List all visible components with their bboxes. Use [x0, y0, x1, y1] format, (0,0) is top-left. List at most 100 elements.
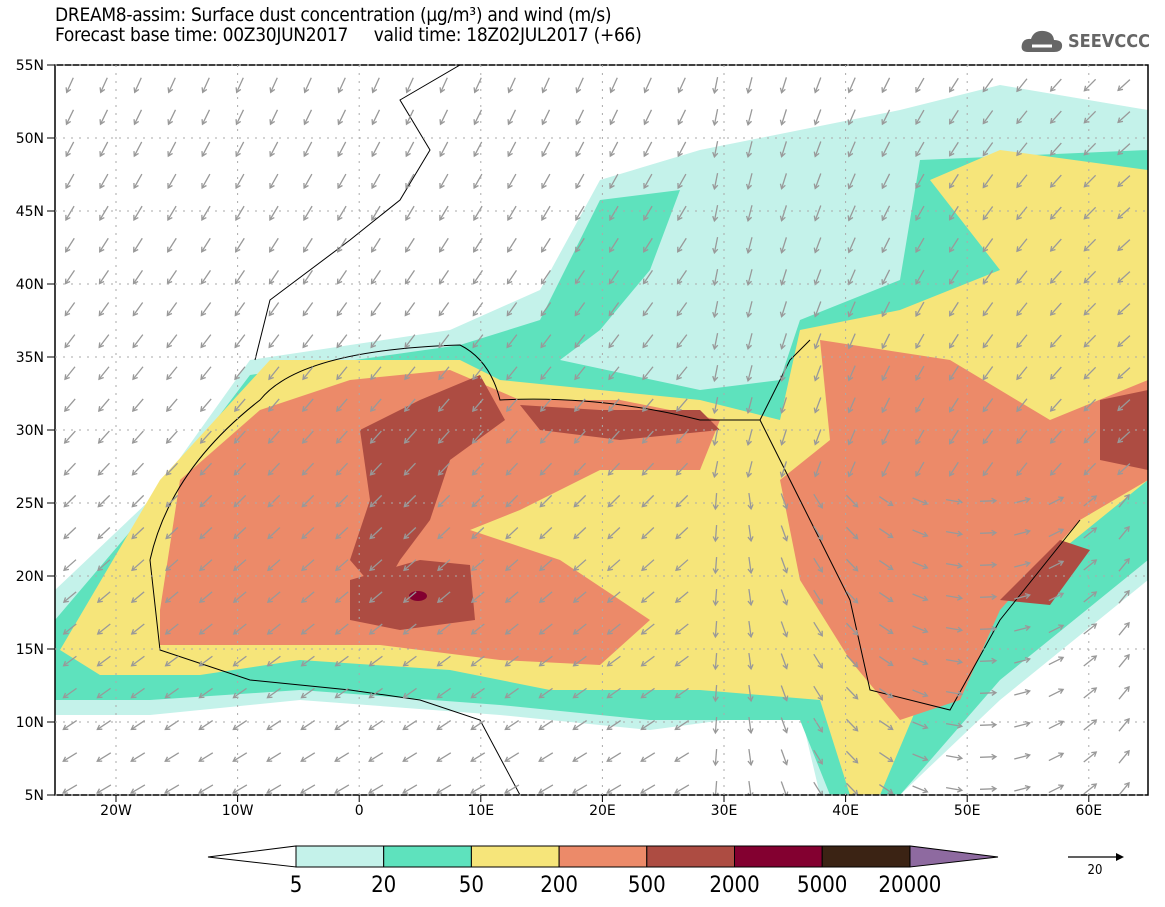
wind-arrow — [573, 559, 587, 572]
wind-arrow — [62, 623, 77, 635]
wind-arrow — [912, 721, 929, 730]
wind-arrow — [813, 685, 823, 701]
wind-arrow — [640, 687, 655, 699]
wind-arrow — [607, 559, 621, 572]
wind-arrow — [712, 173, 719, 191]
wind-arrow — [1016, 78, 1028, 93]
wind-arrow — [881, 269, 891, 286]
wind-arrow — [712, 397, 719, 415]
wind-arrow — [813, 141, 822, 158]
wind-arrow — [912, 593, 929, 602]
wind-arrow — [779, 397, 788, 414]
wind-arrow — [881, 365, 891, 382]
lat-label: 50N — [16, 131, 44, 147]
wind-arrow — [334, 752, 350, 762]
wind-arrow — [504, 655, 519, 667]
wind-arrow — [269, 237, 279, 253]
wind-arrow — [166, 366, 178, 381]
wind-arrow — [675, 462, 688, 476]
wind-arrow — [164, 752, 180, 762]
wind-arrow — [539, 430, 552, 444]
wind-arrow — [267, 494, 281, 508]
wind-arrow — [575, 141, 585, 158]
wind-arrow — [779, 205, 788, 222]
wind-arrow — [370, 302, 382, 317]
wind-arrow — [368, 623, 383, 635]
forecast-times: Forecast base time: 00Z30JUN2017 valid t… — [55, 24, 642, 46]
wind-arrow — [847, 301, 856, 318]
wind-arrow — [982, 78, 994, 93]
wind-arrow — [131, 430, 144, 444]
wind-arrow — [1016, 366, 1028, 381]
wind-arrow — [439, 77, 448, 94]
wind-arrow — [1014, 560, 1031, 568]
wind-arrow — [538, 720, 554, 731]
wind-arrow — [946, 626, 964, 633]
wind-arrow — [674, 784, 690, 794]
wind-arrow — [640, 623, 655, 635]
wind-arrow — [1016, 270, 1028, 285]
wind-arrow — [572, 591, 587, 603]
wind-arrow — [506, 366, 518, 381]
wind-arrow — [780, 749, 789, 766]
lat-label: 55N — [16, 58, 44, 74]
wind-arrow — [63, 527, 77, 540]
wind-arrow — [267, 430, 280, 444]
wind-arrow — [1118, 589, 1130, 604]
wind-arrow — [63, 494, 77, 508]
wind-arrow — [641, 494, 655, 508]
wind-arrow — [915, 333, 925, 350]
wind-arrow — [643, 109, 653, 126]
wind-arrow — [641, 462, 654, 476]
lat-label: 20N — [16, 569, 44, 585]
wind-arrow — [982, 334, 994, 349]
wind-arrow — [915, 77, 925, 94]
colorbar-segment — [470, 845, 560, 868]
wind-arrow — [949, 77, 959, 93]
wind-arrow — [845, 590, 859, 604]
wind-arrow — [915, 205, 925, 222]
wind-arrow — [132, 398, 144, 413]
wind-arrow — [573, 462, 586, 476]
wind-arrow — [439, 141, 449, 158]
wind-arrow — [1083, 719, 1098, 731]
wind-arrow — [712, 109, 719, 127]
wind-arrow — [643, 205, 653, 221]
wind-arrow — [779, 461, 788, 478]
wind-arrow — [847, 365, 856, 382]
wind-arrow — [982, 462, 994, 477]
wind-arrow — [234, 302, 246, 317]
wind-arrow — [405, 77, 414, 94]
wind-arrow — [266, 623, 281, 635]
wind-arrow — [712, 205, 719, 223]
wind-arrow — [574, 302, 586, 317]
wind-arrow — [640, 752, 656, 762]
wind-arrow — [164, 655, 179, 667]
wind-arrow — [335, 462, 348, 476]
wind-arrow — [133, 77, 142, 94]
wind-arrow — [405, 109, 415, 126]
wind-arrow — [131, 527, 145, 540]
wind-arrow — [96, 720, 112, 731]
wind-arrow — [946, 722, 964, 729]
wind-arrow — [300, 591, 315, 603]
wind-arrow — [813, 397, 822, 414]
wind-arrow — [1117, 303, 1131, 316]
wind-arrow — [334, 591, 349, 603]
wind-arrow — [712, 237, 719, 255]
wind-arrow — [132, 302, 144, 317]
wind-arrow — [949, 173, 959, 189]
wind-arrow — [405, 173, 415, 190]
wind-arrow — [640, 591, 655, 603]
wind-arrow — [881, 109, 891, 126]
wind-arrow — [949, 333, 959, 349]
wind-arrow — [745, 397, 753, 414]
wind-arrow — [1083, 174, 1097, 188]
wind-arrow — [131, 559, 145, 572]
wind-arrow — [1016, 302, 1028, 317]
wind-arrow — [507, 173, 517, 190]
wind-arrow — [438, 334, 450, 349]
lon-label: 30E — [711, 803, 738, 819]
wind-arrow — [167, 109, 177, 126]
